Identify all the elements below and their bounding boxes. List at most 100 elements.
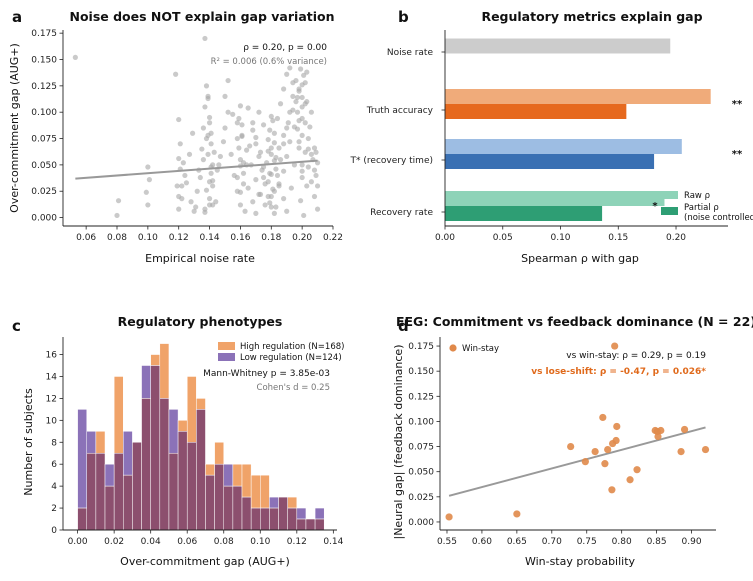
scatter-point [260,122,267,128]
scatter-point [234,135,240,142]
legend-label-low-regulation: Low regulation (N=124) [240,353,342,363]
histogram-bar-overlap [196,409,206,531]
histogram-bar-overlap [214,463,224,531]
scatter-point [220,139,227,145]
panel-c-title: Regulatory phenotypes [118,314,283,329]
panel-a-x-tick-label: 0.10 [138,233,158,243]
histogram-bar-overlap [250,507,261,531]
scatter-point [581,458,589,466]
scatter-point [211,149,217,155]
histogram-bar-overlap [86,452,97,531]
panel-d-xlabel: Win-stay probability [525,555,636,568]
scatter-point [290,93,296,99]
scatter-point [314,183,321,189]
panel-c-y-tick-label: 6 [51,460,57,470]
scatter-point [308,179,314,185]
bar-partial-rho [445,154,655,169]
histogram-bar-overlap [141,398,151,531]
scatter-point [305,146,311,152]
histogram-bar-low-regulation [269,496,279,509]
histogram-bar-high-regulation [205,463,215,476]
scatter-point [176,206,182,212]
panel-a-x-tick-label: 0.14 [200,233,220,243]
scatter-point [311,193,318,200]
scatter-point [680,425,689,434]
panel-d-title: EEG: Commitment vs feedback dominance (N… [396,314,753,329]
panel-b-x-tick-label: 0.15 [608,233,628,243]
panel-b-category-label: Truth accuracy [366,106,434,116]
panel-d-x-tick-label: 0.90 [682,537,702,547]
panel-c-y-tick-label: 12 [46,394,57,404]
panel-a-x-tick-label: 0.18 [261,233,281,243]
scatter-point [633,466,641,474]
histogram-bar-overlap [278,496,288,531]
scatter-point [601,460,609,468]
histogram-bar-overlap [177,431,188,531]
panel-d-y-tick-label: 0.150 [408,367,434,377]
scatter-point [173,71,179,77]
scatter-point [268,204,274,210]
panel-d-annotation-win-stay: vs win-stay: ρ = 0.29, p = 0.19 [566,351,706,361]
panel-d-ylabel: |Neural gap| (feedback dominance) [392,345,405,540]
panel-d-y-tick-label: 0.050 [408,468,434,478]
scatter-point [236,115,242,122]
scatter-point [200,157,206,163]
scatter-point [240,181,247,187]
scatter-point [284,71,290,77]
scatter-point [308,109,314,115]
bar-raw-rho [445,89,711,104]
scatter-point [296,86,302,92]
scatter-point [313,172,319,179]
scatter-point [253,141,259,147]
scatter-point [234,174,240,181]
panel-c-x-tick-label: 0.12 [287,537,307,547]
scatter-point [626,476,634,484]
panel-c-x-tick-label: 0.10 [250,537,270,547]
histogram-bar-high-regulation [150,354,161,366]
significance-marker: ** [732,99,743,110]
panel-d-x-tick-label: 0.80 [612,537,632,547]
panel-a-y-tick-label: 0.125 [31,82,57,92]
panel-b-xlabel: Spearman ρ with gap [521,252,639,265]
panel-label-c: c [12,317,21,335]
scatter-point [239,122,245,128]
panel-d-x-tick-label: 0.65 [507,537,527,547]
scatter-point [208,141,214,147]
scatter-point [210,183,216,189]
scatter-point [274,115,281,122]
panel-c-y-tick-label: 14 [46,372,58,382]
scatter-point [513,510,521,518]
significance-marker: ** [732,149,743,160]
scatter-point [240,160,247,166]
scatter-point [257,149,264,155]
scatter-point [205,93,211,99]
histogram-bar-low-regulation [168,409,179,454]
panel-a-y-tick-label: 0.025 [31,187,57,197]
legend-marker-win-stay [449,344,457,352]
scatter-point [202,35,208,42]
scatter-point [245,105,251,111]
scatter-point [274,172,281,179]
scatter-point [299,115,305,122]
histogram-bar-overlap [159,398,170,531]
panel-c-xlabel: Over-commitment gap (AUG+) [120,555,290,568]
histogram-bar-overlap [314,518,325,531]
panel-c-y-tick-label: 0 [51,526,57,536]
scatter-point [72,54,78,60]
scatter-point [284,153,290,160]
scatter-point [445,513,453,521]
panel-label-d: d [398,317,409,335]
histogram-bar-high-regulation [287,496,298,509]
scatter-point [277,101,284,107]
scatter-point [265,136,271,143]
scatter-point [262,202,268,208]
histogram-bar-overlap [113,452,124,531]
scatter-point [217,153,223,160]
scatter-point [293,77,299,84]
panel-d-y-tick-label: 0.000 [408,518,434,528]
histogram-bar-overlap [260,507,270,531]
panel-c-y-tick-label: 2 [51,504,57,514]
panel-a-x-tick-label: 0.12 [169,233,189,243]
panel-d-y-tick-label: 0.075 [408,443,434,453]
panel-a-ylabel: Over-commitment gap (AUG+) [8,43,21,213]
